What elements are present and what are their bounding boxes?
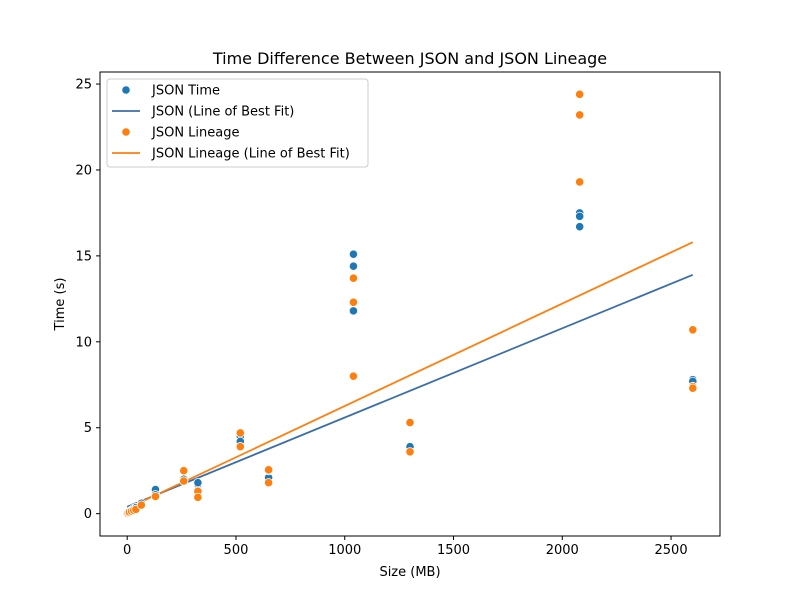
data-point <box>348 306 359 316</box>
legend-box <box>106 78 369 168</box>
y-tick-label: 20 <box>75 163 92 178</box>
data-point <box>348 249 359 259</box>
x-tick-label: 0 <box>123 543 131 558</box>
data-point <box>688 383 698 393</box>
data-point <box>688 325 698 335</box>
data-point <box>575 211 585 221</box>
data-point <box>193 492 203 502</box>
axis-ticks: 0 500 1000 1500 2000 2500 0 5 10 15 20 25 <box>75 78 687 558</box>
best-fit-lines <box>126 241 694 510</box>
data-point <box>575 177 585 187</box>
data-point <box>348 371 359 381</box>
y-tick-label: 10 <box>75 335 92 350</box>
x-tick-label: 1500 <box>437 543 470 558</box>
y-tick-label: 15 <box>75 249 92 264</box>
data-point <box>348 273 359 283</box>
chart-title: Time Difference Between JSON and JSON Li… <box>212 49 607 68</box>
data-point <box>575 110 585 120</box>
legend-label: JSON Time <box>151 84 220 99</box>
data-point <box>136 500 146 510</box>
data-point <box>348 297 359 307</box>
data-point <box>150 491 161 502</box>
data-point <box>348 261 359 271</box>
data-point <box>405 447 415 457</box>
y-tick-label: 0 <box>84 507 92 522</box>
data-point <box>179 466 189 476</box>
best-fit-line <box>126 241 694 510</box>
data-point <box>575 89 585 99</box>
legend-label: JSON Lineage (Line of Best Fit) <box>151 147 350 162</box>
legend-marker <box>121 85 131 95</box>
x-tick-label: 2000 <box>546 543 579 558</box>
best-fit-line <box>126 273 694 508</box>
y-tick-label: 25 <box>75 78 92 93</box>
data-point <box>405 417 415 428</box>
legend-label: JSON (Line of Best Fit) <box>151 105 294 120</box>
data-point <box>235 442 245 452</box>
data-point <box>193 478 203 488</box>
data-point <box>179 476 189 486</box>
data-point <box>263 465 274 475</box>
x-tick-label: 2500 <box>655 543 688 558</box>
data-point <box>263 478 274 488</box>
scatter-points <box>122 89 698 518</box>
data-point <box>235 428 245 438</box>
y-axis-label: Time (s) <box>53 278 68 332</box>
x-axis-label: Size (MB) <box>379 565 440 580</box>
legend-label: JSON Lineage <box>151 126 239 141</box>
y-tick-label: 5 <box>84 421 92 436</box>
x-tick-label: 1000 <box>328 543 361 558</box>
legend-marker <box>121 127 131 137</box>
legend: JSON Time JSON (Line of Best Fit) JSON Lin… <box>106 78 369 168</box>
plot-frame <box>99 71 721 537</box>
x-tick-label: 500 <box>224 543 249 558</box>
data-point <box>575 222 585 232</box>
